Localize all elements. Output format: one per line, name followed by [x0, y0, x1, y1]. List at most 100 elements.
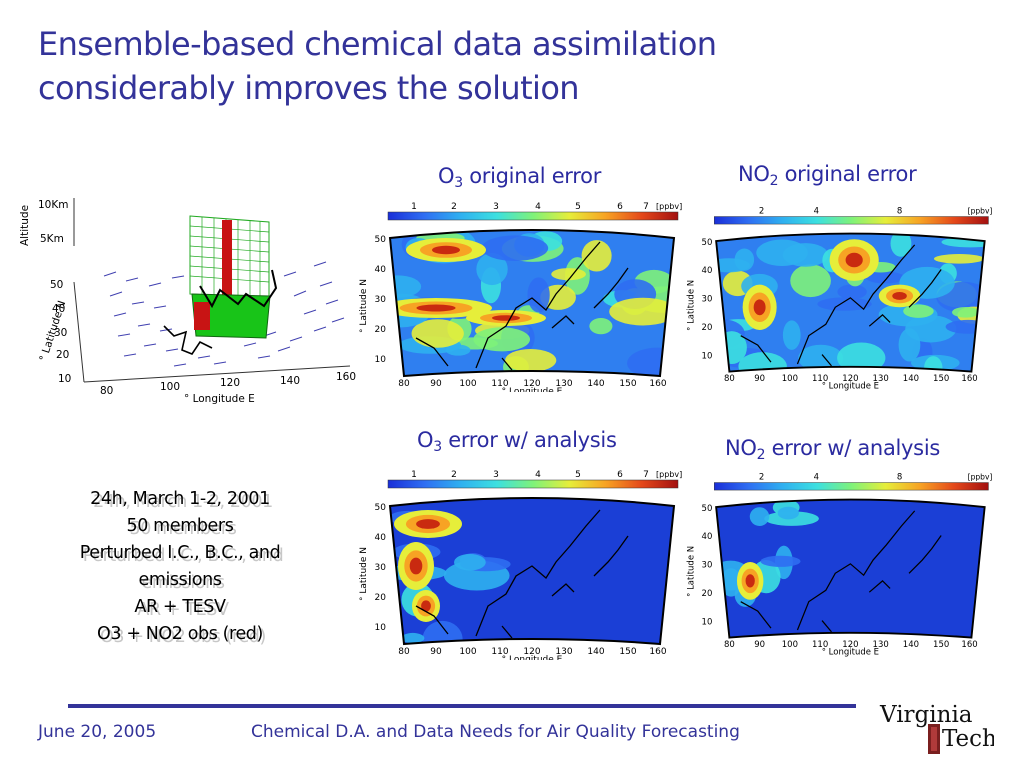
- lat-tick: 20: [375, 325, 387, 335]
- colorbar-tick: 2: [759, 207, 764, 217]
- lat-tick: 30: [375, 563, 387, 573]
- lon-tick: 100: [459, 647, 476, 657]
- lat-tick: 10: [375, 355, 387, 365]
- coastline: [740, 244, 942, 367]
- lon-tick: 140: [587, 647, 604, 657]
- lon-tick: 110: [812, 640, 828, 650]
- map-frame: [715, 498, 986, 639]
- slide-title: Ensemble-based chemical data assimilatio…: [38, 22, 998, 110]
- x-axis-label: ° Longitude E: [502, 387, 563, 392]
- note-line: AR + TESV: [134, 597, 226, 617]
- lat-tick: 10: [375, 623, 387, 633]
- lat-tick: 40: [702, 532, 713, 542]
- coastline: [740, 510, 942, 633]
- lat-tick: 30: [375, 295, 387, 305]
- lon-tick: 90: [754, 640, 765, 650]
- colorbar: [387, 479, 679, 489]
- x-axis-label: ° Longitude E: [502, 655, 563, 660]
- colorbar-tick: 2: [759, 473, 764, 483]
- experiment-notes: 24h, March 1-2, 2001 50 members Perturbe…: [42, 486, 318, 648]
- lon-tick: 110: [491, 647, 508, 657]
- lat-tick: 50: [375, 503, 387, 513]
- lat-tick: 50: [375, 235, 387, 245]
- colorbar-tick: 4: [814, 207, 819, 217]
- map-o3-original-error: 1 2 3 4 5 6 7 [ppbv] 80 90 100 110 120 130 140 150 160 50…: [359, 202, 682, 392]
- colorbar-tick: 4: [814, 473, 819, 483]
- slide-title-line-2: considerably improves the solution: [38, 69, 580, 107]
- contour-field: [716, 499, 985, 638]
- alt-tick: 5Km: [40, 233, 64, 245]
- lon-tick: 80: [724, 374, 735, 384]
- map-no2-error-with-analysis: 2 4 8 [ppbv] 80 90 100 110 120 130 140 150 160 50 40 30…: [686, 473, 993, 658]
- lon-tick: 150: [933, 374, 949, 384]
- lon-tick: 140: [587, 379, 604, 389]
- wind-vectors: [103, 261, 345, 367]
- lon-tick: 150: [619, 379, 636, 389]
- colorbar-tick: 8: [897, 473, 902, 483]
- lat-tick: 10: [702, 617, 713, 627]
- colorbar-tick: 4: [535, 470, 541, 480]
- colorbar-tick: 5: [575, 470, 581, 480]
- logo-word-virginia: Virginia: [879, 702, 973, 728]
- lat-tick: 30: [702, 561, 713, 571]
- lon-tick: 80: [724, 640, 735, 650]
- colorbar: [714, 482, 989, 491]
- colorbar-tick: 3: [493, 202, 499, 212]
- lon-tick: 140: [903, 640, 919, 650]
- note-line: emissions: [138, 570, 222, 590]
- lon-tick: 90: [430, 379, 442, 389]
- colorbar-tick: 8: [897, 207, 902, 217]
- lat-tick: 50: [702, 238, 713, 248]
- contour-field: [716, 233, 985, 372]
- lon-tick: 160: [961, 640, 977, 650]
- vertical-grid-wall: [189, 215, 270, 310]
- map-o3-error-with-analysis: 1 2 3 4 5 6 7 [ppbv] 80 90 100 110 120 130 140 150 160 50…: [359, 470, 682, 660]
- lon-tick: 130: [555, 379, 572, 389]
- altitude-label: Altitude: [19, 205, 31, 246]
- panel-label-o3-analysis: O3 error w/ analysis: [417, 428, 617, 455]
- lon-tick: 120: [842, 374, 858, 384]
- lat-tick: 10: [58, 373, 71, 385]
- panel-label-no2-original: NO2 original error: [738, 162, 917, 189]
- colorbar: [714, 216, 989, 225]
- note-line: O3 + NO2 obs (red): [97, 624, 263, 644]
- 3d-domain-diagram: Altitude 10Km 5Km 50 40 30 20 10 ° Latit…: [19, 198, 356, 405]
- lon-tick: 100: [782, 374, 798, 384]
- virginia-tech-logo: Virginia Tech: [879, 702, 994, 754]
- note-line: 50 members: [126, 516, 234, 536]
- lat-tick: 30: [54, 327, 67, 339]
- lat-tick: 20: [56, 349, 69, 361]
- alt-tick: 10Km: [38, 199, 68, 211]
- note-line: 24h, March 1-2, 2001: [90, 489, 270, 509]
- lat-tick: 40: [375, 265, 387, 275]
- colorbar-unit: [ppbv]: [656, 202, 682, 211]
- colorbar-tick: 5: [575, 202, 581, 212]
- lat-tick: 40: [375, 533, 387, 543]
- slide-title-line-1: Ensemble-based chemical data assimilatio…: [38, 25, 717, 63]
- panel-label-no2-analysis: NO2 error w/ analysis: [725, 436, 940, 463]
- y-axis-label: ° Latitude N: [686, 280, 696, 331]
- colorbar-tick: 2: [451, 202, 457, 212]
- map-frame: [388, 229, 676, 378]
- lon-tick: 90: [430, 647, 442, 657]
- y-axis-label: ° Latitude N: [359, 547, 369, 601]
- footer-divider: [68, 704, 856, 708]
- lat-tick: 20: [702, 589, 713, 599]
- lon-tick: 130: [555, 647, 572, 657]
- note-line: Perturbed I.C., B.C., and: [79, 543, 281, 563]
- colorbar-tick: 7: [643, 202, 649, 212]
- lat-tick: 10: [702, 351, 713, 361]
- lat-tick: 50: [702, 504, 713, 514]
- colorbar-tick: 2: [451, 470, 457, 480]
- lon-tick: 90: [754, 374, 765, 384]
- colorbar: [387, 211, 679, 221]
- colorbar-unit: [ppbv]: [968, 207, 993, 216]
- colorbar-unit: [ppbv]: [656, 470, 682, 479]
- footer-date: June 20, 2005: [38, 722, 157, 742]
- lon-tick: 140: [903, 374, 919, 384]
- colorbar-unit: [ppbv]: [968, 473, 993, 482]
- lon-tick: 150: [933, 640, 949, 650]
- lat-tick: 40: [702, 266, 713, 276]
- footer-talk-title: Chemical D.A. and Data Needs for Air Qua…: [251, 722, 740, 742]
- colorbar-tick: 6: [617, 470, 623, 480]
